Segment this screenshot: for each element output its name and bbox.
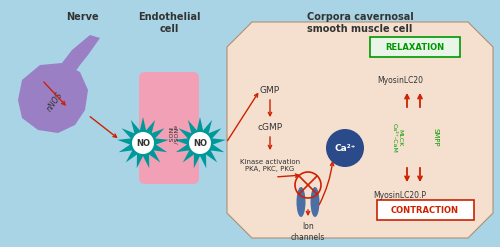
Text: Endothelial
cell: Endothelial cell [138,12,200,34]
FancyBboxPatch shape [139,72,199,184]
Text: GMP: GMP [260,85,280,95]
Polygon shape [174,117,226,168]
Polygon shape [62,35,100,72]
Text: Nerve: Nerve [66,12,98,22]
Text: Kinase activation
PKA, PKC, PKG: Kinase activation PKA, PKC, PKG [240,159,300,171]
Polygon shape [117,117,169,168]
Text: eNOS/
iNOS: eNOS/ iNOS [166,125,177,145]
Text: Ion
channels: Ion channels [291,222,325,242]
Text: MyosinLC20.P: MyosinLC20.P [374,190,426,200]
FancyBboxPatch shape [370,37,460,57]
Text: MLCK
Ca²⁺-CaM: MLCK Ca²⁺-CaM [392,123,402,152]
Text: SMPP: SMPP [432,128,438,147]
Ellipse shape [296,187,306,217]
FancyBboxPatch shape [376,200,474,220]
Polygon shape [18,63,88,133]
Text: nNOS: nNOS [45,91,65,113]
Text: cGMP: cGMP [258,123,282,131]
Circle shape [189,132,211,154]
Ellipse shape [310,187,320,217]
Text: NO: NO [136,139,150,147]
Polygon shape [227,22,493,238]
Text: Corpora cavernosal
smooth muscle cell: Corpora cavernosal smooth muscle cell [306,12,414,34]
Text: NO: NO [193,139,207,147]
Circle shape [132,132,154,154]
Text: CONTRACTION: CONTRACTION [391,206,459,214]
Circle shape [326,129,364,167]
Text: MyosinLC20: MyosinLC20 [377,76,423,84]
Text: Ca²⁺: Ca²⁺ [334,144,355,152]
Text: RELAXATION: RELAXATION [386,42,444,52]
